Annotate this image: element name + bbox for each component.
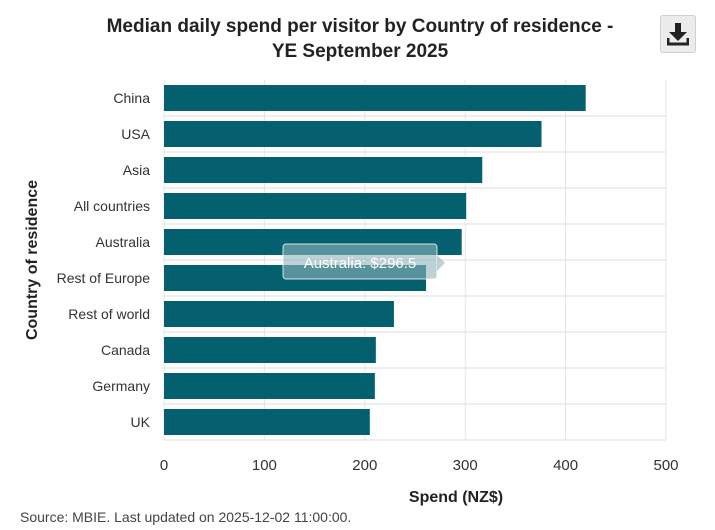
tooltip-pointer	[437, 255, 445, 271]
bar-germany[interactable]	[164, 373, 375, 399]
bar-asia[interactable]	[164, 157, 483, 183]
x-tick-label: 300	[453, 457, 478, 474]
x-axis-title: Spend (NZ$)	[409, 489, 503, 506]
chart-title: Median daily spend per visitor by Countr…	[60, 14, 660, 64]
x-tick-label: 100	[252, 457, 277, 474]
x-tick-label: 200	[352, 457, 377, 474]
category-label: Canada	[101, 342, 150, 358]
category-label: UK	[131, 414, 151, 430]
category-label: USA	[121, 126, 150, 142]
category-label: China	[113, 90, 150, 106]
bar-all-countries[interactable]	[164, 193, 467, 219]
chart-title-line-1: Median daily spend per visitor by Countr…	[106, 16, 614, 37]
bar-china[interactable]	[164, 85, 586, 111]
category-label: Germany	[92, 378, 150, 394]
bar-uk[interactable]	[164, 409, 370, 435]
x-tick-label: 0	[160, 457, 168, 474]
y-axis-title: Country of residence	[24, 180, 41, 340]
download-button[interactable]	[660, 15, 696, 53]
download-icon	[667, 23, 689, 46]
tooltip-text: Australia: $296.5	[304, 255, 417, 272]
x-tick-label: 500	[653, 457, 678, 474]
x-tick-label: 400	[553, 457, 578, 474]
category-label: Australia	[96, 234, 151, 250]
bar-usa[interactable]	[164, 121, 542, 147]
bar-canada[interactable]	[164, 337, 376, 363]
chart-title-line-2: YE September 2025	[271, 41, 449, 62]
category-label: All countries	[74, 198, 150, 214]
category-label: Rest of Europe	[57, 270, 151, 286]
source-note: Source: MBIE. Last updated on 2025-12-02…	[20, 509, 352, 525]
bar-rest-of-world[interactable]	[164, 301, 394, 327]
category-label: Rest of world	[68, 306, 150, 322]
category-label: Asia	[123, 162, 150, 178]
